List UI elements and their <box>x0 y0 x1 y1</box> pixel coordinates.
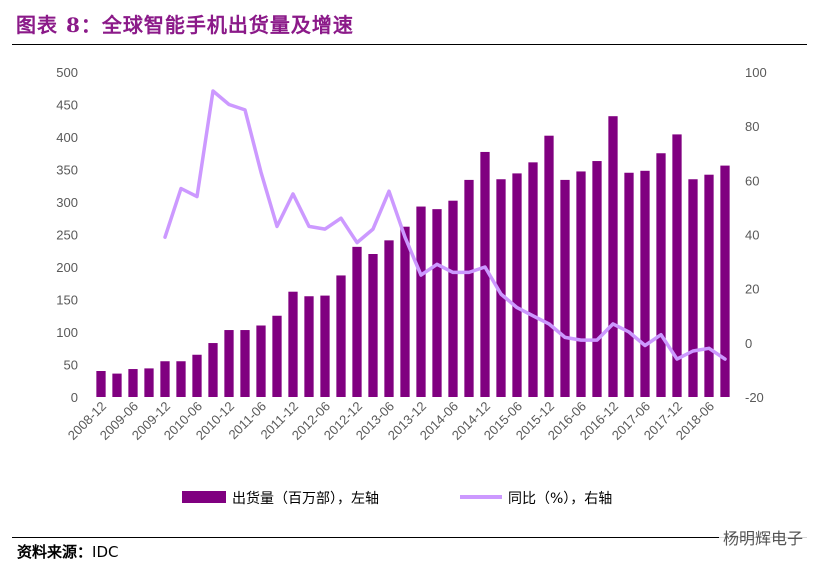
bar <box>576 171 586 397</box>
bar <box>544 135 554 397</box>
bottom-divider <box>12 537 807 538</box>
bar <box>528 162 538 397</box>
bar <box>240 330 250 397</box>
bar <box>112 373 122 397</box>
yoy-line <box>163 89 727 361</box>
bar <box>720 165 730 397</box>
bar <box>336 275 346 397</box>
bar <box>384 240 394 397</box>
bar <box>352 246 362 397</box>
bar <box>224 330 234 397</box>
bar <box>496 179 506 397</box>
bar <box>672 134 682 397</box>
right-axis: -20 0 20 40 60 80 100 <box>745 65 767 405</box>
x-axis: 2008-122009-062009-122010-062010-122011-… <box>65 399 717 443</box>
bar <box>512 173 522 397</box>
top-divider <box>12 44 807 45</box>
right-tick-label: 40 <box>745 228 759 243</box>
legend-bar-swatch <box>182 491 226 503</box>
bar <box>464 179 474 397</box>
left-tick-label: 450 <box>56 98 78 113</box>
left-tick-label: 350 <box>56 163 78 178</box>
legend-bar-label: 出货量（百万部），左轴 <box>232 490 379 507</box>
bar <box>592 161 602 397</box>
right-tick-label: 100 <box>745 65 767 80</box>
left-tick-label: 200 <box>56 260 78 275</box>
source-label: 资料来源： <box>17 543 93 561</box>
bar <box>656 153 666 397</box>
line-series <box>163 89 727 361</box>
bar <box>704 174 714 397</box>
bar <box>432 209 442 397</box>
left-tick-label: 50 <box>64 358 78 373</box>
left-tick-label: 0 <box>71 390 78 405</box>
bar <box>272 315 282 397</box>
bar <box>176 361 186 397</box>
bar <box>288 291 298 397</box>
bar <box>256 325 266 397</box>
bar <box>480 151 490 397</box>
chart-title: 图表 8：全球智能手机出货量及增速 <box>16 13 354 37</box>
right-tick-label: 20 <box>745 282 759 297</box>
left-tick-label: 400 <box>56 130 78 145</box>
bar <box>688 179 698 397</box>
bar <box>560 179 570 397</box>
bar <box>96 371 106 397</box>
left-axis: 0 50 100 150 200 250 300 350 400 450 500 <box>56 65 78 405</box>
bar <box>208 343 218 397</box>
source-note: 资料来源：IDC <box>17 541 118 562</box>
bar <box>320 295 330 397</box>
right-tick-label: 80 <box>745 119 759 134</box>
bar <box>304 296 314 397</box>
right-tick-label: 60 <box>745 173 759 188</box>
bar <box>160 361 170 397</box>
bar <box>448 200 458 397</box>
left-tick-label: 150 <box>56 293 78 308</box>
left-tick-label: 300 <box>56 195 78 210</box>
bar <box>400 226 410 397</box>
left-tick-label: 250 <box>56 228 78 243</box>
bar <box>624 172 634 397</box>
bar <box>128 369 138 397</box>
bar <box>608 116 618 397</box>
right-tick-label: 0 <box>745 336 752 351</box>
source-value: IDC <box>92 543 119 561</box>
left-tick-label: 500 <box>56 65 78 80</box>
bar <box>368 254 378 397</box>
legend-line-label: 同比（%），右轴 <box>508 491 612 507</box>
watermark-text: 杨明辉电子 <box>718 525 807 549</box>
bar <box>192 354 202 397</box>
left-tick-label: 100 <box>56 325 78 340</box>
right-tick-label: -20 <box>745 390 764 405</box>
bar <box>144 368 154 397</box>
bar <box>640 170 650 397</box>
bar-series <box>96 116 730 397</box>
legend: 出货量（百万部），左轴 同比（%），右轴 <box>182 490 612 507</box>
bar <box>416 206 426 397</box>
